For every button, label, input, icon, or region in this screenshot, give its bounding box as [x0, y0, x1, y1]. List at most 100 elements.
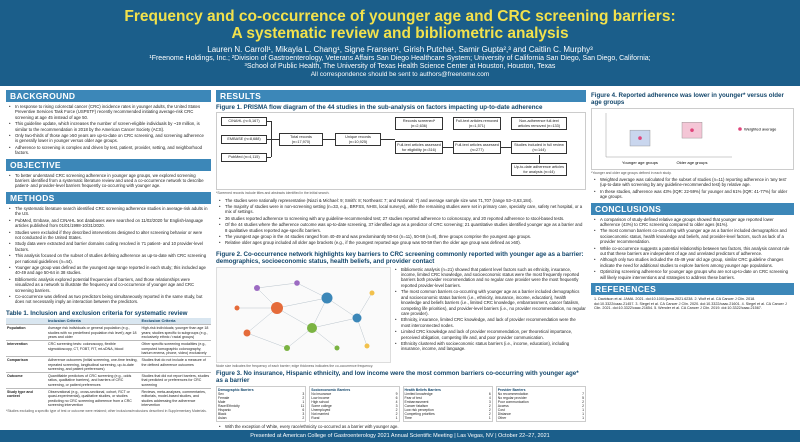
conclusion-bullet: A comparison of study-defined relative a…	[594, 217, 791, 228]
barrier-count: 2	[582, 403, 584, 408]
barrier-label: Competing priorities	[404, 411, 435, 416]
barrier-count: 11	[300, 403, 305, 408]
authors: Lauren N. Carroll¹, Mikayla L. Chang¹, S…	[207, 45, 593, 54]
prisma-diagram: CINAHL (n=5,167) EMBASE (n=8,688) PubMed…	[216, 112, 586, 191]
barrier-label: Access	[497, 403, 509, 408]
figure4-note: *Younger and older age groups defined in…	[591, 170, 672, 175]
results-bullet: The youngest age group in the 44 studies…	[219, 234, 583, 240]
barrier-count: 1	[395, 415, 398, 420]
barrier-label: No recommendation	[497, 391, 529, 396]
barrier-count: 1	[582, 407, 584, 412]
barrier-label: Limited knowledge	[404, 391, 433, 396]
boxplot-svg: Younger age groups Older age groups Weig…	[605, 112, 777, 165]
barrier-row: Black 3	[218, 412, 304, 416]
x-tick-label: Younger age groups	[622, 160, 658, 165]
barrier-count: 1	[488, 415, 491, 420]
barrier-row: Fear of test 4	[405, 396, 491, 400]
results-bullet: Ethnicity, insurance, limited CRC knowle…	[395, 317, 586, 328]
network-node	[307, 322, 317, 333]
barrier-row: Access 2	[498, 404, 584, 408]
table-cell: Observational (e.g., cross-sectional, co…	[47, 388, 141, 409]
results-bullet: Limited CRC knowledge and lack of provid…	[395, 329, 586, 340]
figure1-note: *Screened records include titles and abs…	[216, 191, 330, 196]
table-cell: Studies that do not include a measure of…	[140, 356, 211, 373]
barrier-label: Distance	[497, 411, 511, 416]
network-edge	[276, 297, 328, 308]
barrier-row: Low income 6	[311, 396, 397, 400]
barrier-row: Time 1	[405, 416, 491, 420]
barrier-label: Embarrassment	[404, 399, 429, 404]
methods-bullet: PubMed, Embase, and CINAHL text database…	[9, 218, 208, 229]
table-cell: Other specific screening modalities (e.g…	[140, 340, 211, 357]
references-heading: REFERENCES	[591, 283, 794, 296]
barrier-count: 3	[302, 391, 305, 396]
barrier-row: Low risk perception 2	[405, 408, 491, 412]
barrier-table-title: Demographic Barriers	[218, 387, 254, 392]
table-row: Study type and context Observational (e.…	[6, 388, 211, 409]
figure4-bullet: Weighted average was calculated for the …	[594, 177, 791, 188]
legend-marker	[738, 127, 742, 131]
prisma-connector	[381, 139, 395, 140]
network-nodes	[234, 279, 375, 351]
barrier-count: 2	[488, 411, 491, 416]
barrier-row: Sex 3	[218, 392, 304, 396]
figure3-title: Figure 3. No insurance, Hispanic ethnici…	[216, 369, 579, 385]
figure4-title: Figure 4. Reported adherence was lower i…	[591, 92, 784, 107]
table-cell: CRC screening tests: colonoscopy, flexib…	[47, 340, 141, 357]
table-header-row: Inclusion Criteria Exclusion Criteria	[6, 318, 211, 325]
barrier-table-title: Provider Barriers	[497, 387, 526, 392]
figure2-area: Bibliometric analysis (n=21) showed that…	[216, 266, 586, 363]
methods-bullet: Studies were excluded if they described …	[9, 230, 208, 241]
title-line-2: A systematic review and bibliometric ana…	[231, 25, 569, 42]
barrier-label: Fear of test	[404, 395, 422, 400]
barrier-row: Hispanic 6	[218, 408, 304, 412]
methods-bullet: This analysis focused on the subset of s…	[9, 253, 208, 264]
objective-bullet: To better understand CRC screening adher…	[9, 173, 208, 189]
table-header-cell	[6, 318, 47, 325]
barrier-label: Male	[218, 399, 226, 404]
barrier-row: Unemployed 2	[311, 408, 397, 412]
barrier-count: 2	[582, 399, 584, 404]
table-cell: Study type and context	[6, 388, 47, 409]
figure4-bullets: Weighted average was calculated for the …	[591, 175, 794, 203]
barrier-table-title: Socioeconomic Barriers	[311, 387, 351, 392]
barrier-label: Hispanic	[218, 407, 232, 412]
barrier-row: Not married 2	[311, 412, 397, 416]
barrier-row: Poor communication 2	[498, 400, 584, 404]
conclusions-list: A comparison of study-defined relative a…	[591, 215, 794, 283]
figure4-bullet: In these studies, adherence was 43% (IQR…	[594, 189, 791, 200]
barrier-row: Distance 1	[498, 412, 584, 416]
barrier-count: 1	[582, 415, 584, 420]
network-edge	[356, 292, 373, 318]
barrier-label: Black	[218, 411, 227, 416]
barrier-table-demographic: Demographic Barriers Sex 3 Female 2 Male 1 …	[216, 385, 307, 422]
table1-note: *Studies excluding a specific type of te…	[6, 409, 207, 414]
background-list: In response to rising colorectal cancer …	[6, 102, 211, 159]
barrier-label: Sex	[218, 391, 224, 396]
barrier-label: Cost	[497, 407, 505, 412]
background-bullet: Adherence to screening is complex and dr…	[9, 145, 208, 156]
figure1-bullets: The studies were nationally representati…	[216, 196, 586, 249]
legend-label: Weighted average	[744, 126, 777, 131]
prisma-connector	[501, 147, 511, 148]
barrier-table-title: Health Beliefs Barriers	[404, 387, 441, 392]
barrier-row: Rural 1	[311, 416, 397, 420]
barrier-label: Rural	[311, 415, 320, 420]
poster-header: Frequency and co-occurrence of younger a…	[0, 0, 800, 86]
figure2-note: Node size indicates the frequency of eac…	[216, 363, 374, 368]
barrier-label: Some college	[311, 403, 332, 408]
network-node	[254, 284, 260, 291]
table-cell: Intervention	[6, 340, 47, 357]
barrier-label: Other	[497, 415, 507, 420]
barrier-row: High school 4	[311, 400, 397, 404]
barrier-row: Cancer fatalism 2	[405, 404, 491, 408]
barrier-row: Limited knowledge 6	[405, 392, 491, 396]
prisma-ft-removed: Full-text articles removed (n=1,571)	[453, 117, 501, 131]
figure1-title: Figure 1. PRISMA flow diagram of the 44 …	[216, 104, 543, 111]
barrier-count: 3	[395, 403, 398, 408]
figure2-bullets: Bibliometric analysis (n=21) showed that…	[395, 267, 586, 363]
barrier-count: 1	[302, 399, 305, 404]
barrier-count: 5	[582, 395, 584, 400]
barrier-label: Low risk perception	[404, 407, 434, 412]
table-row: Comparison Adherence outcomes (initial s…	[6, 356, 211, 373]
